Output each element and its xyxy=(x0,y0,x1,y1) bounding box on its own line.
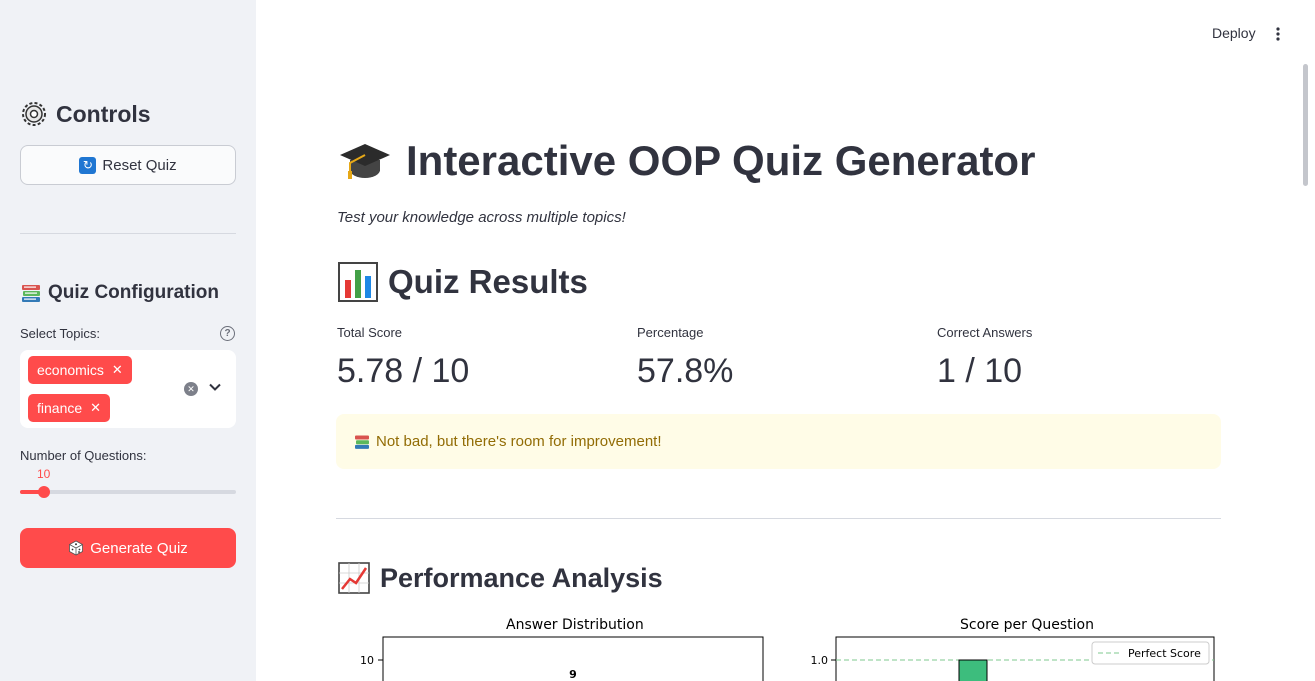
sidebar: Controls ↻ Reset Quiz Quiz Configuration… xyxy=(0,0,256,681)
chart-plot-area xyxy=(382,636,764,681)
score-per-question-chart: 1.0 Perfect Score xyxy=(811,636,1215,681)
topic-tag-label: economics xyxy=(37,362,104,378)
topic-tag-finance[interactable]: finance ✕ xyxy=(28,394,111,422)
chart-title: Answer Distribution xyxy=(506,617,644,633)
topic-tag-label: finance xyxy=(37,400,83,416)
slider-thumb[interactable] xyxy=(37,486,50,498)
reset-quiz-label: Reset Quiz xyxy=(102,156,177,174)
page-title: Interactive OOP Quiz Generator xyxy=(406,137,1036,184)
quiz-results-heading: Quiz Results xyxy=(338,262,588,302)
y-tick-label: 1.0 xyxy=(811,654,829,667)
quiz-config-title: Quiz Configuration xyxy=(48,282,219,303)
kebab-menu-icon[interactable] xyxy=(1276,27,1280,41)
feedback-alert: Not bad, but there's room for improvemen… xyxy=(336,414,1221,469)
questions-slider[interactable] xyxy=(20,486,236,498)
refresh-icon: ↻ xyxy=(79,156,97,174)
legend-label: Perfect Score xyxy=(1128,647,1201,660)
score-bar xyxy=(958,659,988,681)
sidebar-divider xyxy=(20,233,236,234)
metric-label: Total Score xyxy=(337,325,403,340)
controls-heading: Controls xyxy=(20,100,151,128)
gear-icon xyxy=(22,102,46,126)
answer-distribution-chart: 10 9 xyxy=(360,636,764,681)
metric-value: 1 / 10 xyxy=(937,352,1023,390)
metric-value: 57.8% xyxy=(637,352,734,390)
page-subtitle: Test your knowledge across multiple topi… xyxy=(337,209,626,226)
metric-percentage: Percentage 57.8% xyxy=(637,325,733,391)
generate-quiz-label: Generate Quiz xyxy=(90,539,188,557)
books-icon xyxy=(22,285,40,302)
scrollbar-thumb[interactable] xyxy=(1303,64,1308,186)
controls-title: Controls xyxy=(56,100,151,127)
remove-tag-icon[interactable]: ✕ xyxy=(111,362,123,377)
quiz-config-heading: Quiz Configuration xyxy=(20,282,219,304)
quiz-results-title: Quiz Results xyxy=(388,263,588,300)
y-tick-label: 10 xyxy=(360,654,374,667)
books-icon xyxy=(355,435,369,449)
feedback-text: Not bad, but there's room for improvemen… xyxy=(376,433,662,450)
help-icon[interactable]: ? xyxy=(220,326,235,341)
performance-title: Performance Analysis xyxy=(380,562,663,593)
slider-value: 10 xyxy=(37,467,51,481)
metric-label: Correct Answers xyxy=(937,325,1033,340)
metric-correct-answers: Correct Answers 1 / 10 xyxy=(937,325,1032,391)
trend-chart-icon xyxy=(338,562,370,594)
remove-tag-icon[interactable]: ✕ xyxy=(90,400,102,415)
select-topics-label: Select Topics: xyxy=(20,326,100,341)
generate-quiz-button[interactable]: Generate Quiz xyxy=(20,528,236,568)
performance-heading: Performance Analysis xyxy=(338,562,663,594)
topics-multiselect[interactable]: economics ✕ finance ✕ ✕ xyxy=(20,350,236,428)
deploy-button[interactable]: Deploy xyxy=(1212,25,1256,41)
num-questions-label: Number of Questions: xyxy=(20,448,147,463)
dice-icon xyxy=(69,540,84,556)
page-title-wrap: Interactive OOP Quiz Generator xyxy=(338,136,1035,186)
chevron-down-icon[interactable] xyxy=(208,380,222,394)
bar-chart-icon xyxy=(338,262,378,302)
chart-legend: Perfect Score xyxy=(1091,641,1210,665)
metric-label: Percentage xyxy=(637,325,704,340)
clear-selection-icon[interactable]: ✕ xyxy=(184,382,198,396)
section-divider xyxy=(336,518,1221,519)
metric-total-score: Total Score 5.78 / 10 xyxy=(337,325,469,391)
metric-value: 5.78 / 10 xyxy=(337,352,470,390)
reset-quiz-button[interactable]: ↻ Reset Quiz xyxy=(20,145,236,185)
graduation-cap-icon xyxy=(340,144,390,179)
slider-fill xyxy=(20,490,44,494)
bar-value-label: 9 xyxy=(569,668,577,681)
chart-title: Score per Question xyxy=(960,617,1094,633)
topic-tag-economics[interactable]: economics ✕ xyxy=(28,356,132,384)
